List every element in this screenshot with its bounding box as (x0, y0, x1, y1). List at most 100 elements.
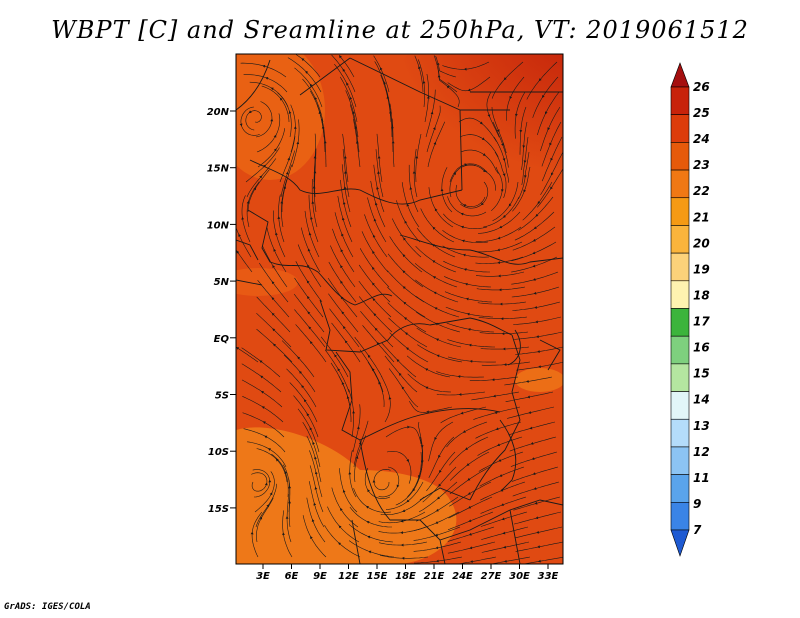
streamline-arrow (436, 62, 440, 66)
streamline-arrow (462, 253, 466, 257)
colorbar-cell (670, 391, 690, 420)
streamline-arrow (343, 186, 347, 189)
streamline-arrow (415, 155, 419, 159)
streamline-arrow (372, 282, 375, 286)
streamline-arrow (537, 201, 541, 205)
streamline-arrow (288, 110, 292, 114)
streamline-arrow (501, 143, 504, 147)
streamline-arrow (340, 265, 343, 269)
streamline-arrow (531, 457, 535, 460)
colorbar-cell (670, 280, 690, 309)
streamline-arrow (460, 411, 464, 415)
streamline-arrow (400, 543, 404, 547)
lon-tick-label: 21E (424, 571, 445, 582)
streamline-arrow (481, 137, 485, 141)
streamline-arrow (236, 347, 240, 350)
lat-tick-label: 15N (207, 164, 230, 175)
cool-region-southeast (515, 368, 563, 392)
streamline-arrow (462, 430, 466, 433)
streamline-arrow (273, 148, 277, 152)
streamline-arrow (259, 360, 263, 364)
colorbar-label: 12 (693, 445, 710, 459)
colorbar-label: 17 (693, 315, 710, 329)
streamline-arrow (262, 64, 266, 68)
streamline-arrow (367, 354, 371, 358)
colorbar-label: 13 (693, 419, 710, 433)
colorbar-cell (670, 335, 690, 365)
streamline-arrow (533, 226, 537, 230)
streamline-arrow (480, 202, 484, 206)
streamline-arrow (402, 509, 406, 513)
streamline-arrow (502, 347, 506, 351)
streamline-arrow (434, 208, 438, 212)
streamline-arrow (402, 286, 406, 290)
streamline-arrow (280, 200, 284, 204)
streamline-arrow (303, 399, 307, 403)
streamline-arrow (403, 237, 406, 241)
streamline-arrow (532, 238, 536, 242)
streamline-arrow (273, 343, 276, 347)
lon-tick-label: 9E (313, 571, 327, 582)
streamline-arrow (262, 421, 266, 424)
streamline-arrow (466, 312, 470, 316)
streamline (493, 556, 531, 564)
streamline-arrow (532, 251, 536, 255)
streamline-arrow (236, 250, 240, 254)
streamline-arrow (547, 127, 551, 131)
streamline-arrow (435, 546, 439, 550)
streamline-arrow (344, 340, 348, 344)
streamline-arrow (514, 113, 518, 117)
streamline-arrow (372, 234, 376, 238)
streamline-arrow (425, 386, 429, 390)
streamline-arrow (404, 220, 408, 224)
colorbar-cell (670, 363, 690, 392)
streamline-arrow (311, 201, 315, 204)
streamline-arrow (259, 516, 263, 520)
streamline-arrow (407, 425, 411, 429)
lat-tick-label: EQ (214, 334, 230, 345)
streamline-arrow (356, 426, 360, 430)
colorbar-label: 9 (693, 497, 701, 511)
streamline-arrow (537, 350, 540, 353)
streamline-arrow (309, 83, 313, 87)
streamline-arrow (435, 338, 439, 342)
streamline-arrow (433, 141, 437, 145)
streamline-arrow (497, 248, 500, 252)
streamline-arrow (467, 492, 471, 495)
streamline-arrow (499, 474, 503, 477)
streamline-arrow (239, 123, 243, 127)
streamline-arrow (306, 280, 310, 284)
streamline-arrow (529, 426, 533, 430)
streamline-arrow (241, 216, 245, 220)
streamline-arrow (272, 264, 276, 268)
streamline-arrow (308, 326, 312, 330)
streamline-arrow (536, 530, 540, 534)
streamline-arrow (246, 200, 250, 204)
colorbar-label: 14 (693, 393, 710, 407)
colorbar-cell (670, 197, 690, 226)
streamline-arrow (340, 249, 344, 253)
streamline-arrow (482, 153, 486, 156)
streamline-arrow (346, 82, 349, 86)
streamline-arrow (352, 410, 356, 414)
streamline-arrow (550, 186, 553, 190)
streamline-arrow (301, 385, 305, 389)
streamline-arrow (483, 169, 487, 172)
streamline-arrow (365, 505, 369, 509)
streamline-arrow (306, 413, 310, 417)
streamline-arrow (457, 375, 461, 378)
streamline-arrow (271, 281, 275, 285)
lat-tick-label: 5N (214, 277, 230, 288)
streamline-arrow (297, 356, 301, 360)
streamline-arrow (440, 188, 444, 192)
colorbar-cell (670, 252, 690, 282)
streamline (236, 250, 253, 273)
streamline-arrow (372, 250, 375, 254)
streamline-arrow (526, 379, 529, 383)
streamline-arrow (338, 542, 342, 546)
streamline-arrow (409, 186, 413, 190)
streamline-arrow (270, 87, 274, 91)
streamline-arrow (538, 365, 541, 369)
streamline-arrow (372, 298, 376, 301)
